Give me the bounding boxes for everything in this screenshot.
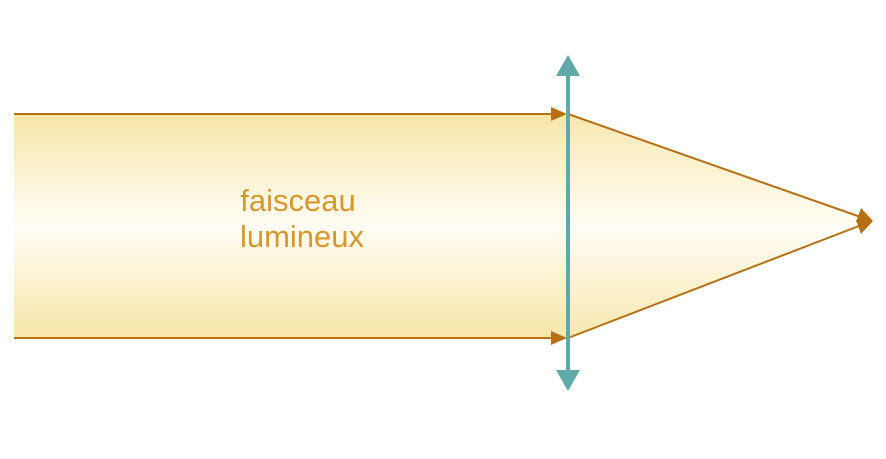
lower-refracted-arrowhead bbox=[856, 220, 873, 234]
converging-cone bbox=[568, 114, 872, 338]
upper-refracted-ray bbox=[567, 113, 873, 222]
beam-label-line-2: lumineux bbox=[240, 219, 365, 254]
upper-incident-arrowhead bbox=[551, 107, 567, 121]
lower-refracted-ray bbox=[567, 220, 873, 339]
lens-top-arrowhead bbox=[556, 55, 580, 76]
light-beam bbox=[14, 114, 568, 338]
upper-refracted-arrowhead bbox=[856, 208, 873, 222]
beam-label-line-1: faisceau bbox=[240, 183, 355, 218]
lens-bottom-arrowhead bbox=[556, 370, 580, 391]
lower-incident-arrowhead bbox=[551, 331, 567, 345]
